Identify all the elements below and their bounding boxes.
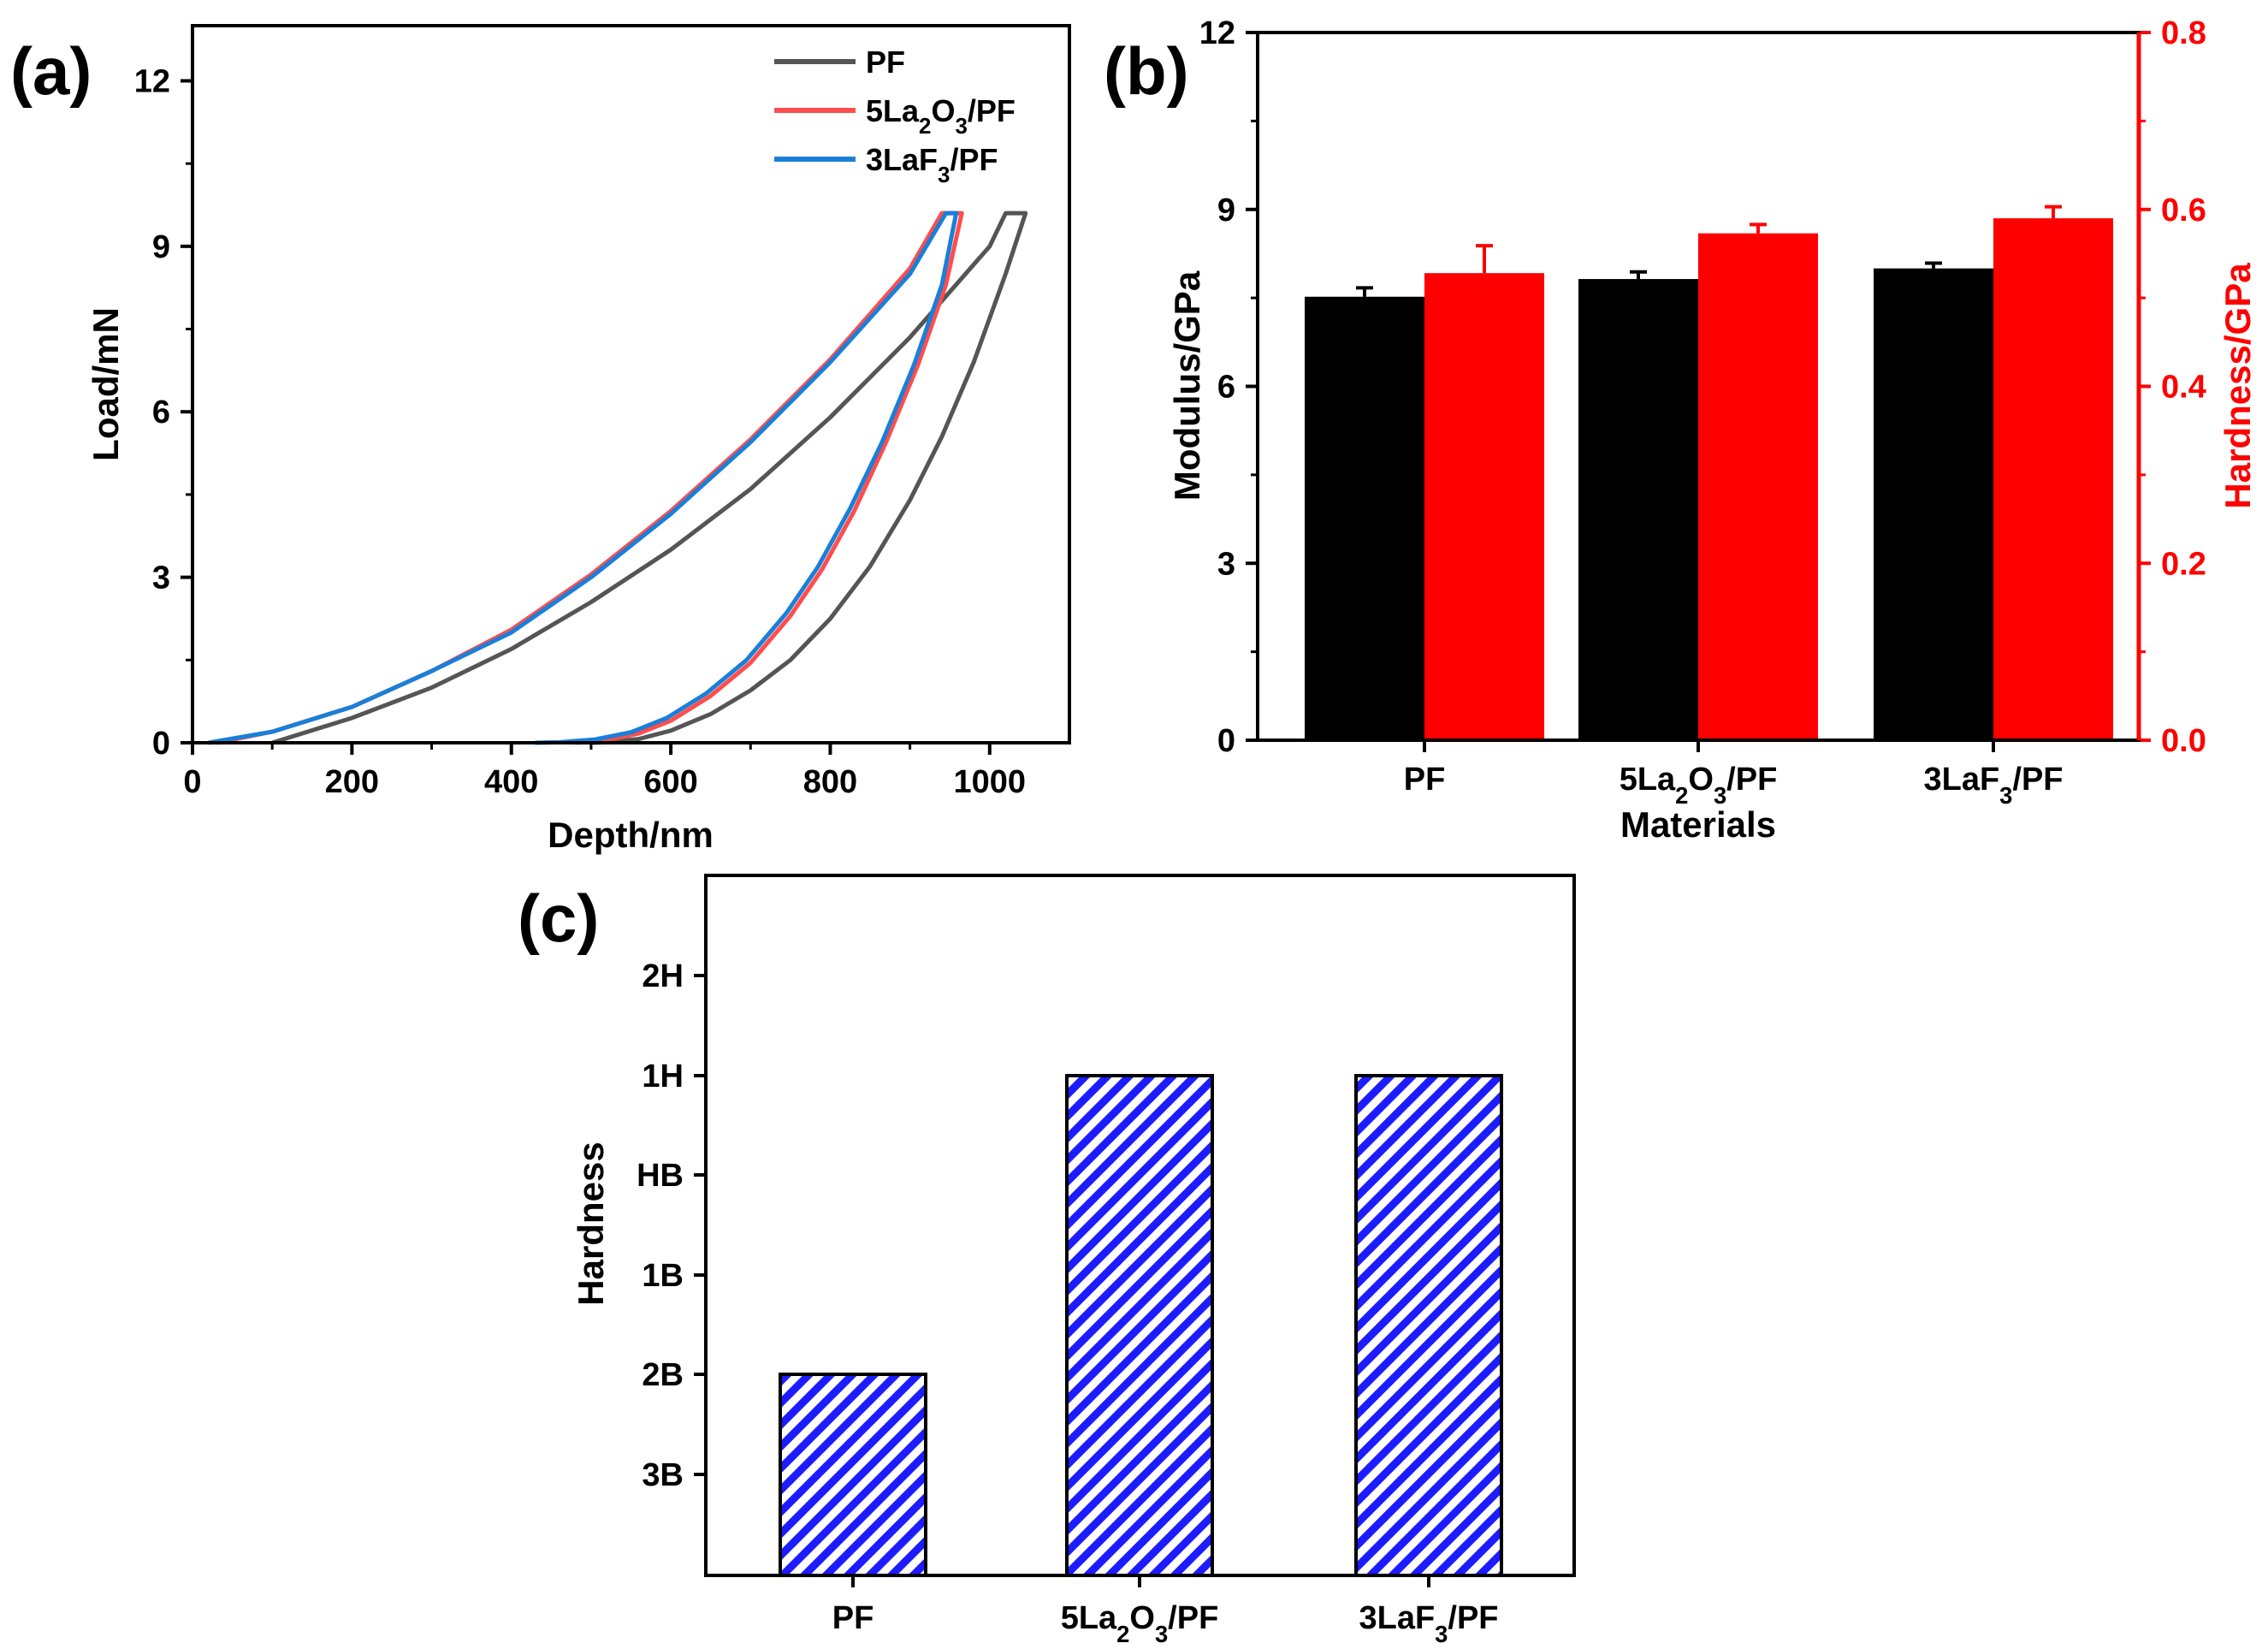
panel-c-category-0: PF — [832, 1600, 874, 1636]
panel-b-y2tick-label-2: 0.4 — [2161, 370, 2206, 406]
panel-b-category-0: PF — [1404, 762, 1446, 798]
panel-c-category-1: 5La2O3/PF — [1061, 1600, 1219, 1647]
panel-a-ytick-label-4: 12 — [134, 63, 170, 99]
panel-b-bar-s1-0 — [1424, 273, 1544, 740]
panel-c-label: (c) — [518, 881, 599, 956]
panel-b-bar-s0-2 — [1874, 268, 1993, 741]
panel-c-ticks: 3B 2B 1B HB 1H 2H PF 5La2O3/PF 3LaF3/PF — [637, 958, 1498, 1647]
panel-b-ytick-label-2: 6 — [1217, 370, 1235, 406]
panel-c-ytick-label-0: 3B — [642, 1457, 684, 1493]
panel-b-y2tick-label-1: 0.2 — [2161, 546, 2206, 582]
panel-b-ticks: 0 3 6 9 12 0.0 0.2 0.4 0.6 0.8 PF 5La2O3/PF 3LaF3/PF — [1199, 15, 2206, 809]
panel-c-bar-1 — [1065, 1074, 1214, 1577]
panel-a-legend-label-2: 3LaF3/PF — [866, 142, 998, 187]
panel-a-series-1-curve — [216, 211, 964, 745]
panel-b-bar-s0-1 — [1578, 279, 1698, 740]
panel-c-ytick-label-1: 2B — [642, 1357, 684, 1393]
panel-a-ticks: 0 200 400 600 800 1000 0 3 6 9 12 — [134, 63, 1026, 800]
panel-c-ytick-label-2: 1B — [642, 1258, 684, 1294]
panel-a-series-0-curve — [271, 211, 1028, 745]
panel-a-curves — [208, 211, 1028, 745]
panel-b-y2tick-label-0: 0.0 — [2161, 723, 2206, 759]
panel-c-ytick-label-5: 2H — [642, 958, 684, 994]
panel-a-ytick-label-0: 0 — [152, 726, 170, 762]
panel-a-xtick-label-4: 800 — [803, 764, 857, 800]
panel-a-xtick-label-2: 400 — [484, 764, 538, 800]
panel-a-ylabel: Load/mN — [86, 307, 126, 461]
panel-b-category-1: 5La2O3/PF — [1620, 762, 1778, 809]
panel-a: (a) 0 200 400 600 800 1000 0 3 6 9 12 Depth/nm Loa… — [10, 24, 1071, 855]
panel-c-ylabel: Hardness — [571, 1142, 611, 1305]
panel-a-ytick-label-2: 6 — [152, 394, 170, 430]
panel-c-category-2: 3LaF3/PF — [1359, 1600, 1498, 1647]
panel-a-xtick-label-5: 1000 — [954, 764, 1027, 800]
panel-a-series-2-curve — [208, 211, 959, 745]
panel-c: (c) 3B 2B 1B HB 1H 2H PF 5La2O3/PF 3LaF3/PF Hard… — [518, 874, 1576, 1647]
panel-b-ytick-label-4: 12 — [1199, 15, 1235, 51]
panel-b-y2tick-label-4: 0.8 — [2161, 15, 2206, 51]
panel-a-frame — [191, 24, 1071, 744]
panel-a-legend-label-1: 5La2O3/PF — [866, 93, 1016, 139]
panel-c-bar-2 — [1354, 1074, 1503, 1577]
panel-b-category-2: 3LaF3/PF — [1923, 762, 2063, 809]
panel-a-ytick-label-3: 9 — [152, 229, 170, 265]
panel-a-xtick-label-0: 0 — [183, 764, 201, 800]
panel-b-y2label: Hardness/GPa — [2218, 263, 2258, 509]
panel-c-bar-0 — [779, 1373, 927, 1577]
panel-b: (b) 0 3 6 9 12 0.0 0.2 0.4 0.6 0.8 PF 5La2O3/PF 3LaF… — [1104, 15, 2258, 845]
panel-b-ytick-label-1: 3 — [1217, 546, 1235, 582]
panel-b-ylabel: Modulus/GPa — [1167, 270, 1207, 501]
panel-b-bars — [1305, 205, 2113, 741]
panel-b-bar-s0-0 — [1305, 296, 1424, 740]
panel-a-xtick-label-1: 200 — [325, 764, 379, 800]
panel-a-xtick-label-3: 600 — [643, 764, 697, 800]
panel-b-ytick-label-3: 9 — [1217, 193, 1235, 228]
panel-c-bars — [779, 1074, 1503, 1577]
panel-b-y2tick-label-3: 0.6 — [2161, 193, 2206, 228]
panel-c-ytick-label-3: HB — [637, 1158, 684, 1194]
panel-b-label: (b) — [1104, 33, 1189, 109]
panel-a-ytick-label-1: 3 — [152, 561, 170, 596]
panel-b-xlabel: Materials — [1620, 804, 1776, 845]
panel-c-frame — [704, 874, 1576, 1577]
panel-a-label: (a) — [10, 33, 92, 109]
panel-b-bar-s1-1 — [1698, 233, 1818, 740]
panel-c-ytick-label-4: 1H — [642, 1059, 684, 1094]
panel-a-xlabel: Depth/nm — [548, 815, 714, 855]
panel-b-ytick-label-0: 0 — [1217, 723, 1235, 759]
panel-b-bar-s1-2 — [1993, 218, 2113, 740]
panel-a-legend-label-0: PF — [866, 44, 905, 80]
